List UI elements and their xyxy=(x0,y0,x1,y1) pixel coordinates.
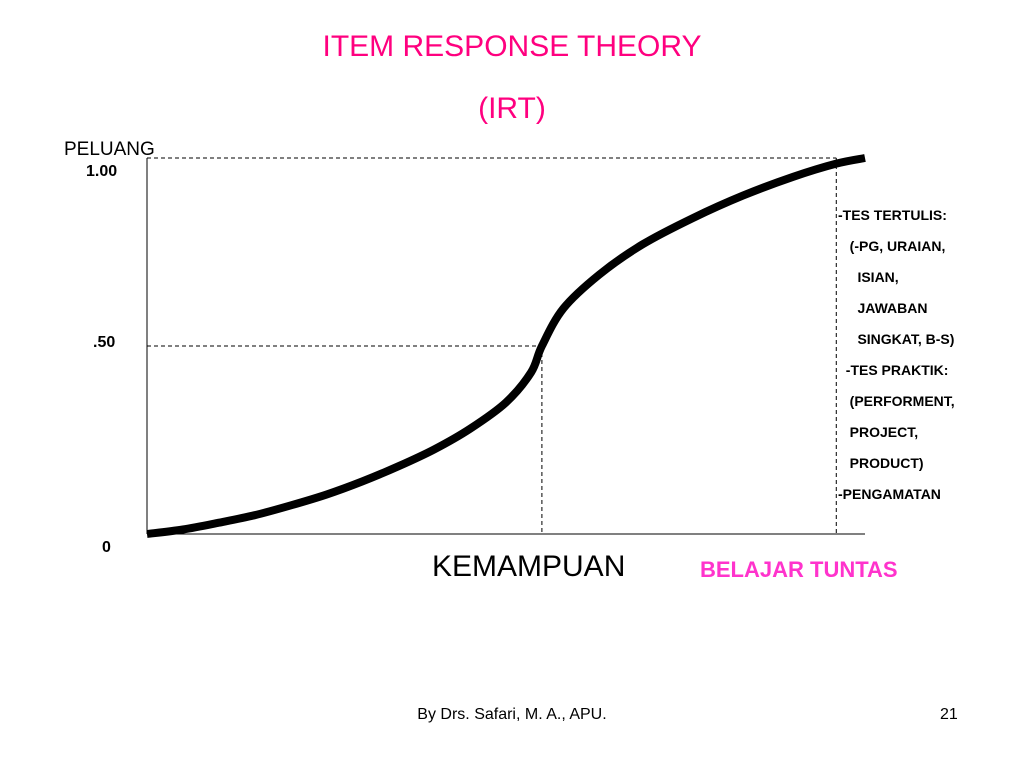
reference-lines xyxy=(147,157,837,534)
note-line: -PENGAMATAN xyxy=(838,486,941,502)
note-line: -TES PRAKTIK: xyxy=(838,362,949,378)
slide-subtitle: (IRT) xyxy=(478,92,546,125)
page-number: 21 xyxy=(940,706,958,723)
note-line: -TES TERTULIS: xyxy=(838,207,947,223)
footer-credit: By Drs. Safari, M. A., APU. xyxy=(417,706,607,723)
note-line: (-PG, URAIAN, xyxy=(838,238,946,254)
note-line: ISIAN, xyxy=(838,269,899,285)
note-line: PROJECT, xyxy=(838,424,919,440)
x-axis-label: KEMAMPUAN xyxy=(432,550,626,583)
y-tick-label-zero: 0 xyxy=(102,539,111,556)
curve-group xyxy=(146,154,866,538)
assessment-notes: -TES TERTULIS: (-PG, URAIAN, ISIAN, JAWA… xyxy=(838,200,955,510)
y-tick-label-mid: .50 xyxy=(93,334,116,351)
belajar-tuntas-label: BELAJAR TUNTAS xyxy=(700,557,898,582)
item-characteristic-curve xyxy=(146,154,866,538)
slide-title: ITEM RESPONSE THEORY xyxy=(322,30,702,63)
note-line: JAWABAN xyxy=(838,300,928,316)
y-axis-label: PELUANG xyxy=(64,139,155,160)
y-tick-label-top: 1.00 xyxy=(86,163,118,180)
note-line: PRODUCT) xyxy=(838,455,924,471)
note-line: (PERFORMENT, xyxy=(838,393,955,409)
note-line: SINGKAT, B-S) xyxy=(838,331,955,347)
